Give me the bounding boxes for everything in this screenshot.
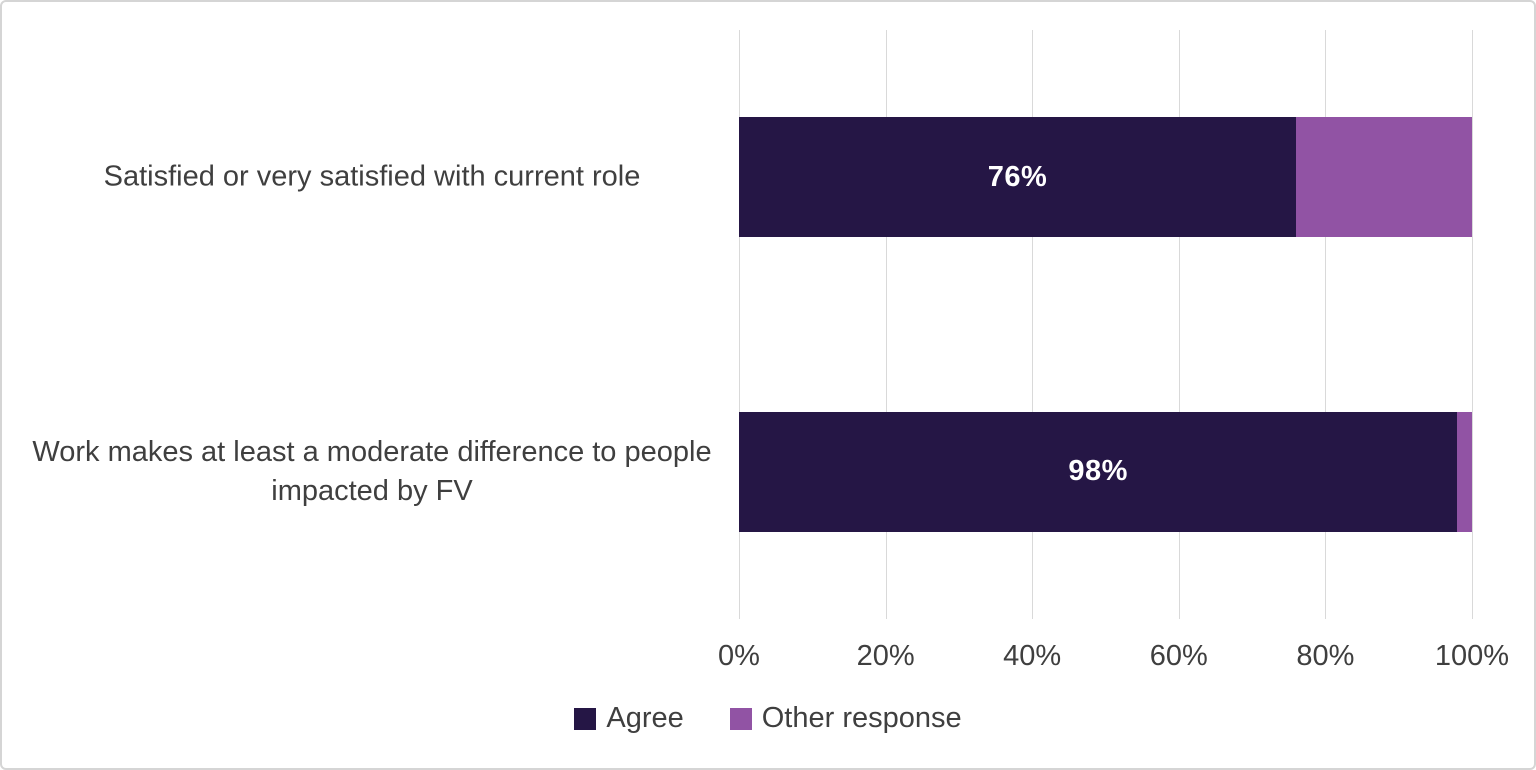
gridline-20% bbox=[885, 30, 887, 619]
legend-item-other-response: Other response bbox=[729, 702, 962, 735]
x-tick-20%: 20% bbox=[856, 640, 915, 672]
bar-segment-other-response bbox=[1296, 117, 1472, 238]
data-label: 76% bbox=[987, 160, 1048, 193]
x-tick-60%: 60% bbox=[1149, 640, 1208, 672]
bar-segment-other-response bbox=[1457, 411, 1472, 532]
gridline-60% bbox=[1178, 30, 1180, 619]
x-tick-40%: 40% bbox=[1003, 640, 1062, 672]
x-tick-100%: 100% bbox=[1434, 640, 1510, 672]
bar-segment-agree: 76% bbox=[739, 117, 1297, 238]
gridline-0% bbox=[739, 30, 740, 619]
category-label-1: Work makes at least a moderate differenc… bbox=[32, 435, 712, 507]
legend-item-agree: Agree bbox=[574, 702, 684, 735]
bar-segment-agree: 98% bbox=[739, 411, 1458, 532]
gridline-80% bbox=[1325, 30, 1327, 619]
plot-area: 76% 98% bbox=[739, 30, 1473, 619]
bar-row-1: 98% bbox=[739, 411, 1472, 532]
legend-swatch-icon bbox=[574, 707, 597, 730]
x-tick-0%: 0% bbox=[718, 640, 760, 672]
data-label: 98% bbox=[1068, 455, 1128, 488]
x-axis: 0% 20% 40% 60% 80% 100% bbox=[718, 640, 1509, 680]
legend: Agree Other response bbox=[2, 702, 1534, 735]
legend-label: Agree bbox=[606, 702, 684, 734]
gridline-40% bbox=[1032, 30, 1034, 619]
category-label-0: Satisfied or very satisfied with current… bbox=[103, 160, 641, 193]
legend-label: Other response bbox=[761, 702, 962, 734]
bar-row-0: 76% bbox=[739, 117, 1472, 238]
x-tick-80%: 80% bbox=[1296, 640, 1355, 672]
gridline-100% bbox=[1472, 30, 1473, 619]
legend-swatch-icon bbox=[729, 707, 752, 730]
